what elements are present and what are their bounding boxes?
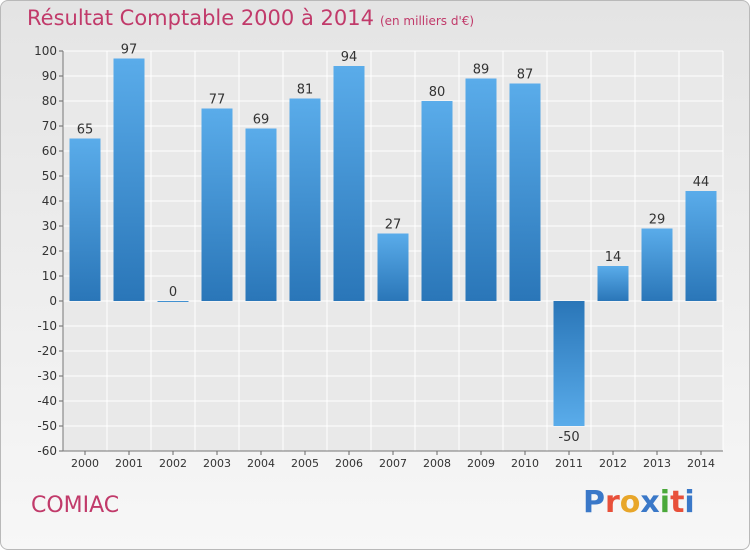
logo-letter: x [640, 485, 660, 520]
logo-letter: o [619, 485, 641, 520]
logo-letter: i [684, 485, 695, 520]
x-tick-label: 2013 [643, 457, 671, 470]
logo-letter: P [583, 485, 605, 520]
y-tick-label: 90 [42, 69, 57, 83]
axes: 1009080706050403020100-10-20-30-40-50-60… [34, 44, 723, 470]
proxiti-logo[interactable]: Proxiti [583, 485, 695, 520]
y-tick-label: -20 [37, 344, 57, 358]
x-tick-label: 2003 [203, 457, 231, 470]
x-tick-label: 2007 [379, 457, 407, 470]
bar [377, 233, 409, 301]
x-tick-label: 2001 [115, 457, 143, 470]
x-tick-label: 2014 [687, 457, 715, 470]
bar [685, 191, 717, 301]
bar [465, 78, 497, 301]
y-tick-label: -50 [37, 419, 57, 433]
x-tick-label: 2012 [599, 457, 627, 470]
data-label: 14 [605, 250, 622, 265]
data-label: 80 [429, 85, 446, 100]
x-tick-label: 2010 [511, 457, 539, 470]
y-tick-label: 70 [42, 119, 57, 133]
data-label: 0 [169, 285, 177, 300]
data-label: -50 [558, 430, 579, 445]
bar [245, 128, 277, 301]
chart-title: Résultat Comptable 2000 à 2014 (en millie… [27, 6, 474, 30]
bar [597, 266, 629, 301]
x-tick-label: 2011 [555, 457, 583, 470]
y-tick-label: -40 [37, 394, 57, 408]
bar [333, 66, 365, 301]
data-label: 97 [121, 43, 138, 58]
data-label: 89 [473, 63, 490, 78]
bar [509, 83, 541, 301]
bar [289, 98, 321, 301]
y-tick-label: -30 [37, 369, 57, 383]
bar [113, 58, 145, 301]
bar [157, 301, 189, 302]
y-tick-label: 60 [42, 144, 57, 158]
x-tick-label: 2000 [71, 457, 99, 470]
y-tick-label: 10 [42, 269, 57, 283]
data-label: 27 [385, 218, 402, 233]
data-label: 65 [77, 123, 94, 138]
y-tick-label: 0 [49, 294, 57, 308]
commune-name: COMIAC [31, 493, 120, 518]
y-tick-label: -10 [37, 319, 57, 333]
data-label: 87 [517, 68, 534, 83]
logo-letter: t [670, 485, 685, 520]
y-tick-label: 100 [34, 44, 57, 58]
logo-letter: r [605, 485, 620, 520]
x-tick-label: 2008 [423, 457, 451, 470]
y-tick-label: 50 [42, 169, 57, 183]
data-label: 69 [253, 113, 270, 128]
data-label: 29 [649, 213, 666, 228]
data-label: 81 [297, 83, 314, 98]
y-tick-label: -60 [37, 444, 57, 458]
chart-title-text: Résultat Comptable 2000 à 2014 [27, 6, 374, 30]
data-label: 44 [693, 175, 710, 190]
bar [201, 108, 233, 301]
logo-letter: i [659, 485, 671, 520]
data-label: 77 [209, 93, 226, 108]
bars [69, 58, 717, 426]
x-tick-label: 2004 [247, 457, 275, 470]
chart-subtitle: (en milliers d'€) [379, 14, 475, 28]
x-tick-label: 2006 [335, 457, 363, 470]
bar [69, 138, 101, 301]
x-tick-label: 2005 [291, 457, 319, 470]
y-tick-label: 20 [42, 244, 57, 258]
x-tick-label: 2009 [467, 457, 495, 470]
x-tick-label: 2002 [159, 457, 187, 470]
bar [553, 301, 585, 426]
data-label: 94 [341, 50, 358, 65]
bar [421, 101, 453, 301]
y-tick-label: 80 [42, 94, 57, 108]
y-tick-label: 30 [42, 219, 57, 233]
value-labels: 65 97 0 77 69 81 94 27 80 89 87 -50 14 29 44 [77, 43, 710, 446]
bar [641, 228, 673, 301]
y-tick-label: 40 [42, 194, 57, 208]
